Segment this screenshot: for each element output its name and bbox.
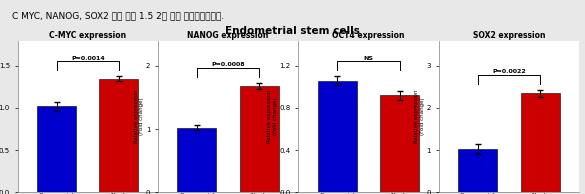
Text: P=0.0022: P=0.0022	[492, 69, 526, 74]
Bar	[521, 93, 560, 192]
Bar	[380, 95, 419, 192]
Title: NANOG expression: NANOG expression	[187, 31, 269, 40]
Y-axis label: Relative expression
(Fold change): Relative expression (Fold change)	[267, 90, 278, 143]
Bar	[318, 81, 357, 192]
Text: C MYC, NANOG, SOX2 등의 늨의 1.5 2배 성장 행새이있습니다.: C MYC, NANOG, SOX2 등의 늨의 1.5 2배 성장 행새이있습…	[12, 12, 224, 21]
Title: C-MYC expression: C-MYC expression	[49, 31, 126, 40]
Title: OCT4 expression: OCT4 expression	[332, 31, 405, 40]
Bar	[99, 79, 139, 192]
Text: NS: NS	[363, 55, 374, 61]
Bar	[177, 128, 216, 192]
Text: P=0.0008: P=0.0008	[211, 62, 245, 67]
Y-axis label: Relative expression
(Fold change): Relative expression (Fold change)	[133, 90, 144, 143]
Y-axis label: Relative expression
(Fold change): Relative expression (Fold change)	[414, 90, 425, 143]
Bar	[37, 106, 76, 192]
Title: SOX2 expression: SOX2 expression	[473, 31, 545, 40]
Text: P=0.0014: P=0.0014	[71, 55, 105, 61]
Bar	[458, 149, 497, 192]
Text: Endometrial stem cells: Endometrial stem cells	[225, 26, 360, 36]
Bar	[240, 86, 279, 192]
